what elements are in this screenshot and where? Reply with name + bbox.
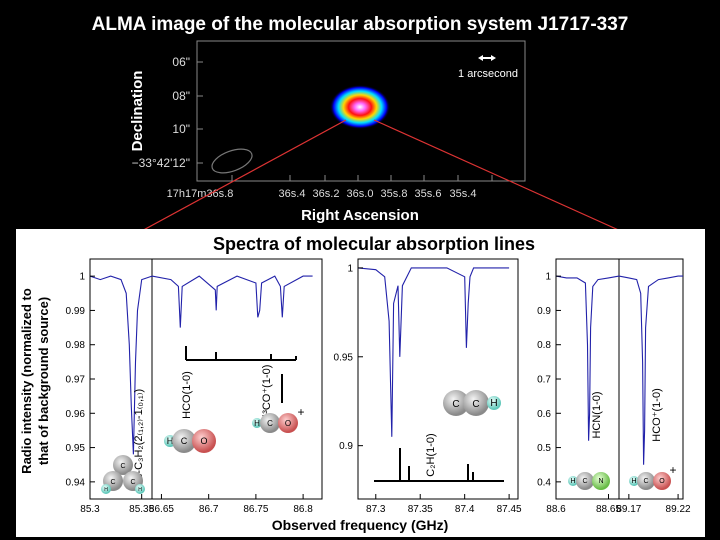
x-tick-label: 88.65: [596, 504, 621, 515]
y-tick-label: 0.5: [537, 443, 551, 454]
x-tick-label: 86.75: [243, 504, 268, 515]
spectra-ylabel-line1: Radio intensity (normalized to: [19, 288, 34, 474]
spectra-title: Spectra of molecular absorption lines: [213, 234, 535, 254]
x-tick-label: 87.45: [497, 504, 522, 515]
svg-text:O: O: [200, 436, 207, 446]
spectrum-line: [618, 275, 683, 465]
y-tick-label: 0.7: [537, 375, 551, 386]
image-xlabel: Right Ascension: [301, 207, 419, 224]
svg-text:H: H: [104, 487, 108, 493]
svg-text:H: H: [490, 398, 497, 409]
y-tick-label: 1: [545, 272, 551, 283]
image-y-tick-label: −33°42'12": [132, 156, 190, 170]
svg-text:C: C: [120, 463, 125, 470]
line-label-hco: HCO(1-0): [181, 371, 193, 419]
svg-text:C: C: [267, 419, 273, 428]
svg-text:O: O: [285, 419, 291, 428]
svg-text:N: N: [598, 478, 603, 485]
molecule-c2h-icon: C C H: [443, 390, 501, 416]
spectrum-line: [555, 275, 620, 441]
y-tick-label: 0.9: [339, 441, 353, 452]
beam-ellipse: [211, 148, 253, 174]
molecule-hcoplus-icon: H C O +: [629, 463, 677, 490]
image-x-tick-label: 36s.0: [347, 188, 374, 200]
svg-text:O: O: [659, 478, 665, 485]
line-label-hcoplus: HCO⁺(1-0): [651, 388, 663, 441]
svg-text:C: C: [582, 478, 587, 485]
image-x-tick-label: 35s.6: [415, 188, 442, 200]
svg-text:H: H: [167, 436, 174, 446]
x-tick-label: 89.17: [616, 504, 641, 515]
y-tick-label: 0.4: [537, 477, 551, 488]
figure-title: ALMA image of the molecular absorption s…: [92, 14, 629, 35]
y-tick-label: 0.97: [66, 375, 86, 386]
svg-text:+: +: [297, 405, 304, 419]
image-x-tick-label: 35s.4: [450, 188, 477, 200]
y-tick-label: 0.96: [66, 409, 86, 420]
spectrum-line: [89, 275, 153, 455]
x-tick-label: 85.3: [80, 504, 100, 515]
x-tick-label: 87.4: [455, 504, 475, 515]
molecule-hcn-icon: H C N: [568, 472, 610, 490]
x-tick-label: 85.35: [129, 504, 154, 515]
y-tick-label: 1: [79, 272, 85, 283]
y-tick-label: 0.9: [537, 306, 551, 317]
image-x-tick-label: 17h17m36s.8: [167, 188, 234, 200]
x-tick-label: 86.65: [149, 504, 174, 515]
image-ylabel: Declination: [129, 71, 146, 152]
line-label-c2h: C₂H(1-0): [425, 433, 437, 476]
x-tick-label: 88.6: [546, 504, 566, 515]
y-tick-label: 1: [347, 263, 353, 274]
scale-bar-label: 1 arcsecond: [458, 68, 518, 80]
svg-text:H: H: [631, 478, 636, 485]
image-x-tick-label: 35s.8: [381, 188, 408, 200]
svg-text:C: C: [643, 478, 648, 485]
svg-text:+: +: [669, 463, 676, 477]
molecule-hco-icon: H C O: [164, 429, 216, 453]
image-y-ticks: [197, 61, 203, 164]
spectrum-line: [151, 275, 313, 328]
line-label-h13co: H¹³CO⁺(1-0): [261, 365, 273, 426]
x-tick-label: 89.22: [666, 504, 691, 515]
x-tick-label: 86.8: [293, 504, 313, 515]
spectra-panel: [16, 229, 705, 537]
image-x-tick-label: 36s.2: [313, 188, 340, 200]
stick-markers: [185, 346, 504, 482]
svg-text:C: C: [472, 399, 479, 410]
alma-image-panel: 1 arcsecond 06" 08" 10" −33°42'12" 17h17…: [129, 40, 526, 224]
scale-bar: [478, 55, 496, 61]
svg-text:C: C: [181, 436, 188, 446]
y-tick-label: 0.95: [66, 443, 86, 454]
spectra-layer: 85.3 85.35 0.94 0.95 0.96 0.97 0.98 0.99 1 86.65 8…: [66, 263, 691, 515]
image-y-tick-label: 10": [172, 122, 190, 136]
svg-text:H: H: [570, 478, 575, 485]
line-label-hcn: HCN(1-0): [591, 391, 603, 438]
x-tick-label: 87.3: [366, 504, 386, 515]
svg-text:C: C: [452, 399, 459, 410]
image-x-ticks: [231, 175, 493, 181]
x-tick-label: 87.35: [408, 504, 433, 515]
y-tick-label: 0.6: [537, 409, 551, 420]
spectra-ylabel-line2: that of background source): [36, 297, 51, 465]
emission-blob: [330, 85, 390, 129]
y-tick-label: 0.94: [66, 477, 86, 488]
svg-text:H: H: [254, 419, 260, 428]
molecule-c-c3h2-icon: C C C H H: [101, 455, 145, 494]
image-y-tick-label: 08": [172, 89, 190, 103]
spectra-xlabel: Observed frequency (GHz): [272, 517, 449, 533]
y-tick-label: 0.95: [334, 352, 354, 363]
spectrum-line: [357, 267, 510, 437]
y-tick-label: 0.99: [66, 306, 86, 317]
molecule-h13co-icon: H C O +: [252, 405, 305, 433]
x-tick-label: 86.7: [199, 504, 219, 515]
svg-text:H: H: [138, 487, 142, 493]
svg-text:C: C: [110, 479, 115, 486]
image-y-tick-label: 06": [172, 55, 190, 69]
image-x-tick-label: 36s.4: [279, 188, 306, 200]
svg-text:C: C: [130, 479, 135, 486]
y-tick-label: 0.98: [66, 340, 86, 351]
y-tick-label: 0.8: [537, 340, 551, 351]
line-label-c-c3h2: c-C₃H₂(2₍₁,₂₎-1₍₀,₁₎): [133, 389, 145, 479]
